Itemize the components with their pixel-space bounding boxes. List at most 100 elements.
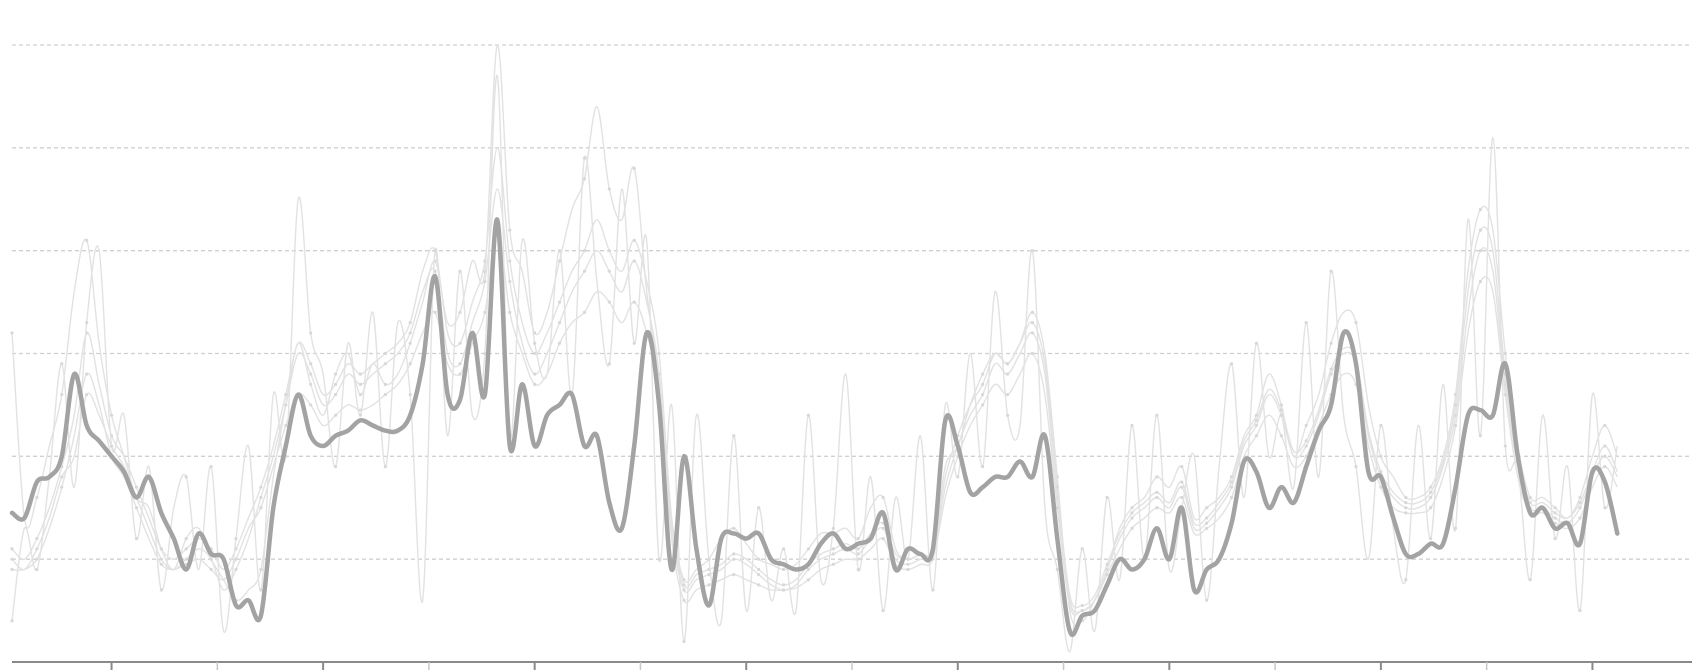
series-line-s3 xyxy=(11,229,1618,616)
data-point-s4-42 xyxy=(533,351,537,356)
data-point-s4-10 xyxy=(134,485,139,489)
data-point-s2-94 xyxy=(1180,485,1184,489)
data-point-s5-86 xyxy=(1080,547,1084,551)
data-point-s5-56 xyxy=(707,557,711,561)
data-point-s2-78 xyxy=(981,393,985,397)
data-point-s5-108 xyxy=(1354,465,1358,469)
data-point-s2-118 xyxy=(1478,249,1483,253)
data-point-s5-50 xyxy=(632,341,636,345)
data-point-s4-62 xyxy=(781,583,786,587)
data-point-s5-38 xyxy=(483,351,487,356)
data-point-s1-112 xyxy=(1404,495,1408,500)
data-point-s5-68 xyxy=(856,567,860,572)
data-point-s3-114 xyxy=(1429,506,1433,510)
data-point-s5-4 xyxy=(60,362,64,366)
series-line-main xyxy=(9,217,1620,637)
data-point-s5-96 xyxy=(1205,598,1209,602)
data-point-s1-94 xyxy=(1180,465,1184,469)
data-point-s1-32 xyxy=(408,341,412,345)
data-point-s1-78 xyxy=(981,372,985,376)
data-point-s3-102 xyxy=(1279,434,1283,438)
data-point-s1-70 xyxy=(881,495,885,500)
data-point-s1-106 xyxy=(1329,341,1333,345)
data-point-s5-14 xyxy=(184,475,188,479)
data-point-s5-8 xyxy=(109,444,114,448)
data-point-s2-14 xyxy=(184,557,188,561)
data-point-s3-20 xyxy=(259,506,263,510)
data-point-s4-54 xyxy=(682,583,686,587)
data-point-s2-0 xyxy=(10,557,14,561)
data-point-s4-88 xyxy=(1105,562,1109,566)
data-point-s5-36 xyxy=(458,269,462,273)
data-point-s4-32 xyxy=(408,321,412,325)
data-point-s1-100 xyxy=(1254,413,1259,417)
data-point-s1-98 xyxy=(1229,475,1234,479)
data-point-s1-20 xyxy=(259,567,263,572)
data-point-s1-30 xyxy=(383,382,387,386)
data-point-s4-46 xyxy=(582,249,587,253)
data-point-s3-70 xyxy=(881,537,885,541)
data-point-s3-26 xyxy=(333,413,338,417)
data-point-s5-114 xyxy=(1429,537,1433,541)
data-point-s4-106 xyxy=(1329,367,1333,371)
data-point-s3-32 xyxy=(408,362,412,366)
data-point-s1-122 xyxy=(1528,495,1532,500)
data-point-s1-50 xyxy=(632,166,636,170)
data-point-s4-124 xyxy=(1553,511,1557,515)
data-point-s4-96 xyxy=(1205,516,1209,520)
data-point-s5-92 xyxy=(1155,413,1159,417)
data-point-s1-40 xyxy=(508,228,512,232)
data-point-s3-46 xyxy=(582,310,587,314)
data-point-s3-128 xyxy=(1603,465,1607,469)
data-point-s5-100 xyxy=(1254,341,1259,345)
data-point-s4-80 xyxy=(1005,362,1010,366)
data-point-s5-20 xyxy=(259,588,263,592)
data-point-s1-8 xyxy=(109,413,114,417)
data-point-s5-62 xyxy=(781,547,786,551)
data-point-s5-52 xyxy=(657,557,661,561)
data-point-s5-90 xyxy=(1130,423,1134,428)
data-point-s3-80 xyxy=(1005,393,1010,397)
data-point-s4-122 xyxy=(1528,501,1532,505)
data-point-s4-22 xyxy=(284,393,288,397)
data-point-s3-12 xyxy=(159,562,163,566)
data-point-s4-84 xyxy=(1055,485,1059,489)
data-point-s3-90 xyxy=(1130,526,1134,530)
data-point-s4-114 xyxy=(1429,490,1433,494)
data-point-s2-30 xyxy=(383,362,387,366)
data-point-s1-14 xyxy=(184,537,188,541)
data-point-s1-124 xyxy=(1553,506,1557,510)
data-point-s1-120 xyxy=(1503,351,1507,356)
data-point-s2-28 xyxy=(358,382,363,386)
data-point-s5-0 xyxy=(10,619,14,623)
data-point-s5-26 xyxy=(333,465,338,469)
data-point-s4-92 xyxy=(1155,490,1159,494)
data-point-s3-92 xyxy=(1155,506,1159,510)
data-point-s5-76 xyxy=(956,475,960,479)
data-point-s3-54 xyxy=(682,598,686,602)
data-point-s5-42 xyxy=(533,341,537,345)
data-point-s4-12 xyxy=(159,547,163,551)
data-point-s4-24 xyxy=(309,362,313,366)
data-point-s2-32 xyxy=(408,331,412,335)
data-point-s3-40 xyxy=(508,310,512,314)
data-point-s5-70 xyxy=(881,608,885,613)
data-point-s2-24 xyxy=(309,372,313,376)
data-point-s1-0 xyxy=(10,331,14,335)
series-line-s5 xyxy=(11,75,1618,653)
data-point-s3-78 xyxy=(981,403,985,407)
data-point-s4-66 xyxy=(831,547,835,551)
data-point-s3-66 xyxy=(831,562,835,566)
data-point-s5-110 xyxy=(1379,423,1383,428)
background-series-s4 xyxy=(10,147,1618,609)
data-point-s1-108 xyxy=(1354,321,1358,325)
data-point-s3-62 xyxy=(781,588,786,592)
data-point-s2-88 xyxy=(1105,567,1109,572)
data-point-s5-10 xyxy=(134,537,139,541)
data-point-s1-36 xyxy=(458,310,462,314)
data-point-s5-116 xyxy=(1453,526,1458,530)
data-point-s1-110 xyxy=(1379,454,1383,458)
data-point-s2-22 xyxy=(284,403,288,407)
data-point-s4-48 xyxy=(607,249,611,253)
data-point-s1-46 xyxy=(582,177,587,181)
